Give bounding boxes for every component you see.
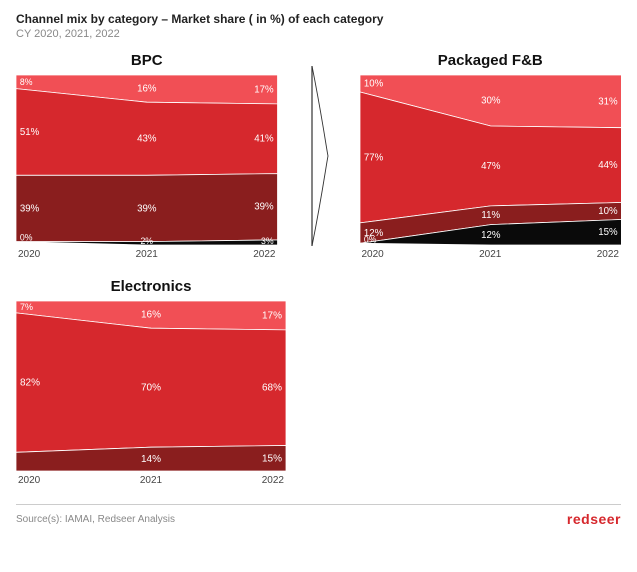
axis-electronics: 2020 2021 2022	[16, 475, 286, 486]
svg-text:68%: 68%	[262, 383, 282, 394]
footer-source: Source(s): IAMAI, Redseer Analysis	[16, 514, 175, 525]
svg-text:16%: 16%	[137, 83, 157, 94]
panel-packaged-fb: Packaged F&B 10% 30% 31% 77% 47% 44% 12% 11% 10%…	[360, 52, 622, 260]
svg-text:44%: 44%	[598, 160, 618, 171]
footer: Source(s): IAMAI, Redseer Analysis redse…	[16, 504, 621, 527]
svg-text:16%: 16%	[141, 310, 161, 321]
svg-text:14%: 14%	[141, 454, 161, 465]
chart-packaged-fb: 10%30%31%77%47%44%12%11%10%0%12%15%	[360, 75, 622, 245]
page-subtitle: CY 2020, 2021, 2022	[16, 28, 621, 40]
svg-text:10%: 10%	[598, 206, 618, 217]
svg-text:11%: 11%	[481, 210, 500, 221]
svg-text:41%: 41%	[254, 134, 274, 145]
svg-text:51%: 51%	[20, 127, 40, 138]
svg-text:15%: 15%	[598, 227, 618, 238]
svg-text:17%: 17%	[262, 310, 282, 321]
svg-text:12%: 12%	[481, 230, 501, 241]
panel-title-packaged-fb: Packaged F&B	[360, 52, 622, 69]
svg-text:31%: 31%	[598, 96, 618, 107]
svg-text:70%: 70%	[141, 383, 161, 394]
svg-text:39%: 39%	[20, 203, 40, 214]
svg-text:39%: 39%	[137, 203, 157, 214]
footer-logo: redseer	[567, 511, 621, 527]
svg-text:17%: 17%	[254, 84, 274, 95]
bottom-row: Electronics 7% 16% 17% 82% 70% 68% 14% 15% 2020…	[16, 278, 621, 486]
connector-icon	[308, 66, 330, 246]
svg-text:0%: 0%	[20, 232, 33, 242]
axis-label: 2020	[18, 475, 40, 486]
svg-text:3%: 3%	[261, 236, 274, 245]
axis-label: 2022	[597, 249, 619, 260]
axis-packaged-fb: 2020 2021 2022	[360, 249, 622, 260]
svg-text:10%: 10%	[363, 78, 383, 89]
svg-text:2%: 2%	[140, 236, 153, 245]
panel-title-electronics: Electronics	[16, 278, 286, 295]
svg-text:8%: 8%	[20, 77, 33, 87]
axis-label: 2022	[262, 475, 284, 486]
panel-title-bpc: BPC	[16, 52, 278, 69]
axis-label: 2020	[362, 249, 384, 260]
svg-text:15%: 15%	[262, 453, 282, 464]
svg-text:30%: 30%	[481, 95, 501, 106]
axis-label: 2021	[479, 249, 501, 260]
svg-text:82%: 82%	[20, 378, 40, 389]
top-row: BPC 8% 16% 17% 51% 43% 41% 39% 39% 39% 0% 2% 3% 202…	[16, 52, 621, 260]
panel-bpc: BPC 8% 16% 17% 51% 43% 41% 39% 39% 39% 0% 2% 3% 202…	[16, 52, 278, 260]
svg-text:43%: 43%	[137, 134, 157, 145]
axis-label: 2021	[136, 249, 158, 260]
svg-text:39%: 39%	[254, 202, 274, 213]
svg-text:0%: 0%	[363, 234, 376, 244]
svg-text:77%: 77%	[363, 152, 383, 163]
svg-text:7%: 7%	[20, 302, 33, 312]
axis-bpc: 2020 2021 2022	[16, 249, 278, 260]
svg-text:47%: 47%	[481, 161, 501, 172]
axis-label: 2021	[140, 475, 162, 486]
axis-label: 2022	[253, 249, 275, 260]
chart-electronics: 7% 16% 17% 82% 70% 68% 14% 15%	[16, 301, 286, 471]
axis-label: 2020	[18, 249, 40, 260]
chart-bpc: 8% 16% 17% 51% 43% 41% 39% 39% 39% 0% 2% 3%	[16, 75, 278, 245]
page-title: Channel mix by category – Market share (…	[16, 12, 621, 26]
panel-electronics: Electronics 7% 16% 17% 82% 70% 68% 14% 15% 2020…	[16, 278, 286, 486]
